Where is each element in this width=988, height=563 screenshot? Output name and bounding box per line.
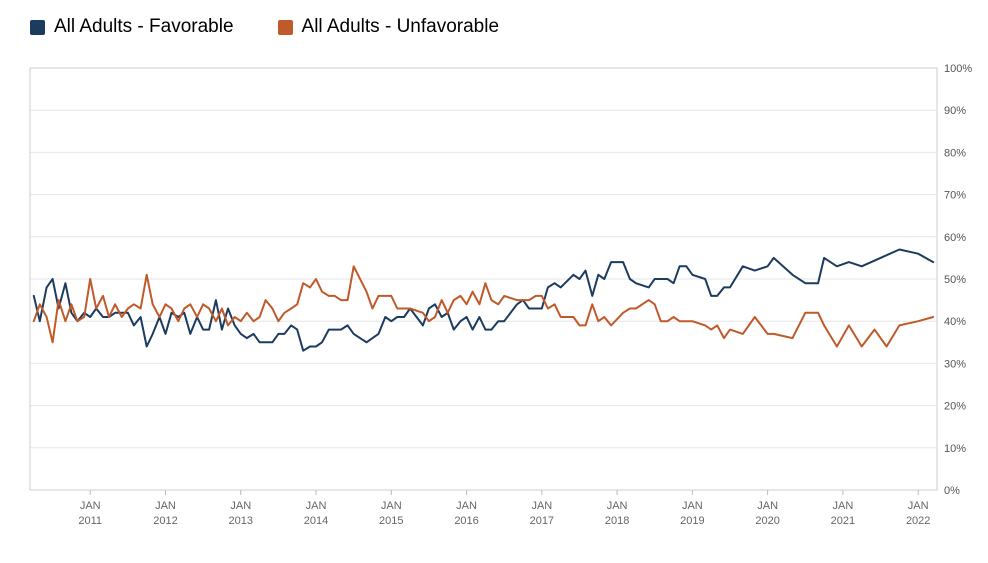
legend-label-unfavorable: All Adults - Unfavorable xyxy=(301,16,500,37)
x-axis-month-label: JAN xyxy=(230,500,251,512)
legend-item-favorable[interactable]: All Adults - Favorable xyxy=(30,16,234,38)
x-axis-month-label: JAN xyxy=(833,500,854,512)
x-axis-month-label: JAN xyxy=(757,500,778,512)
legend-item-unfavorable[interactable]: All Adults - Unfavorable xyxy=(277,16,500,38)
favorable-swatch-icon xyxy=(30,19,45,35)
x-axis-year-label: 2021 xyxy=(831,515,855,527)
x-axis-month-label: JAN xyxy=(80,500,101,512)
y-axis-tick-label: 60% xyxy=(944,232,966,244)
x-axis-year-label: 2019 xyxy=(680,515,704,527)
x-axis-month-label: JAN xyxy=(381,500,402,512)
x-axis-year-label: 2022 xyxy=(906,515,930,527)
chart-plot-area: 0% 10% 20% 30% 40% 50% 60% 70% 80% 90% 100% JAN 2011… xyxy=(29,63,972,527)
y-axis-tick-label: 90% xyxy=(944,105,966,117)
x-axis-month-label: JAN xyxy=(908,500,929,512)
series-line-1 xyxy=(32,265,935,348)
legend-label-favorable: All Adults - Favorable xyxy=(54,16,234,37)
y-axis-tick-label: 20% xyxy=(944,401,966,413)
x-axis-year-label: 2018 xyxy=(605,515,629,527)
x-axis-month-label: JAN xyxy=(456,500,477,512)
x-axis-year-label: 2011 xyxy=(78,515,102,527)
y-axis-tick-label: 10% xyxy=(944,443,966,455)
y-axis-tick-label: 80% xyxy=(944,147,966,159)
y-axis-tick-label: 40% xyxy=(944,316,966,328)
x-axis-year-label: 2020 xyxy=(755,515,779,527)
y-axis-tick-label: 30% xyxy=(944,358,966,370)
x-axis-month-label: JAN xyxy=(306,500,327,512)
unfavorable-swatch-icon xyxy=(277,19,293,35)
y-axis-tick-label: 50% xyxy=(944,274,966,286)
x-axis-month-label: JAN xyxy=(682,500,703,512)
y-axis-tick-label: 0% xyxy=(944,485,960,497)
legend: All Adults - Favorable All Adults - Unfa… xyxy=(30,16,499,38)
x-axis-year-label: 2016 xyxy=(454,515,478,527)
y-axis-tick-label: 70% xyxy=(944,190,966,202)
plot-border xyxy=(29,67,938,491)
y-axis-tick-label: 100% xyxy=(944,63,972,75)
x-axis-year-label: 2014 xyxy=(304,515,328,527)
x-axis-month-label: JAN xyxy=(607,500,628,512)
x-axis-year-label: 2017 xyxy=(530,515,554,527)
x-axis-year-label: 2013 xyxy=(229,515,253,527)
x-axis-year-label: 2012 xyxy=(153,515,177,527)
x-axis-month-label: JAN xyxy=(155,500,176,512)
x-axis-month-label: JAN xyxy=(531,500,552,512)
series-line-0 xyxy=(32,248,935,352)
x-axis-year-label: 2015 xyxy=(379,515,403,527)
